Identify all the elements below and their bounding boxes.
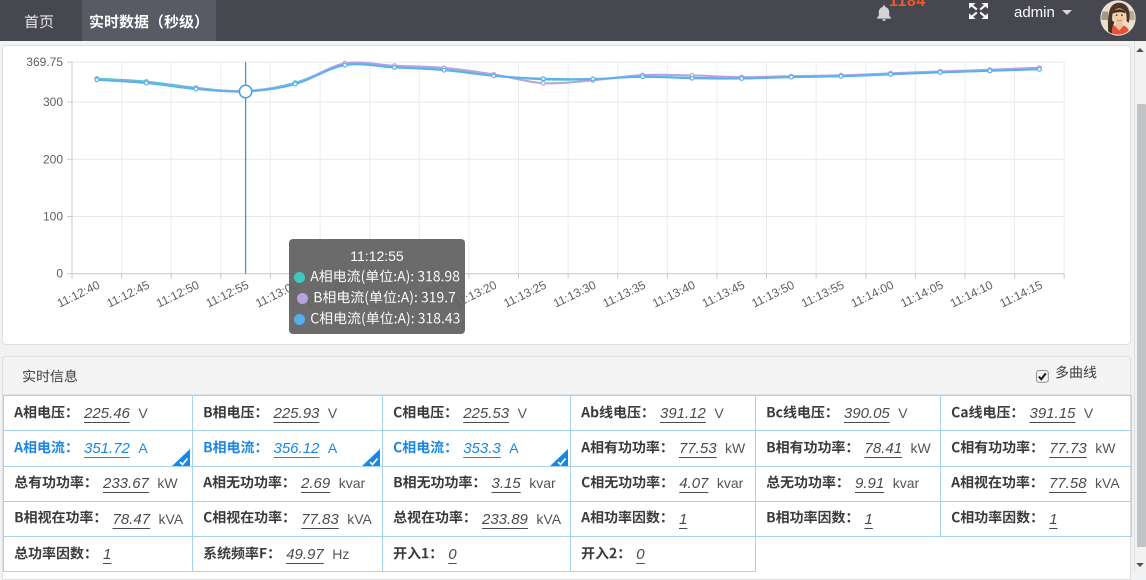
svg-text:11:14:15: 11:14:15	[997, 278, 1045, 311]
svg-text:11:12:50: 11:12:50	[154, 278, 202, 311]
svg-text:11:13:55: 11:13:55	[799, 278, 847, 311]
svg-text:300: 300	[43, 95, 63, 109]
svg-text:11:13:40: 11:13:40	[650, 278, 698, 311]
svg-text:200: 200	[43, 152, 63, 166]
svg-text:11:12:45: 11:12:45	[104, 278, 152, 311]
svg-text:11:13:30: 11:13:30	[551, 278, 599, 311]
svg-text:11:13:50: 11:13:50	[749, 278, 797, 311]
svg-text:0: 0	[56, 267, 63, 281]
svg-text:11:13:45: 11:13:45	[700, 278, 748, 311]
svg-text:11:13:25: 11:13:25	[501, 278, 549, 311]
svg-text:11:14:10: 11:14:10	[948, 278, 996, 311]
svg-text:11:13:35: 11:13:35	[600, 278, 648, 311]
svg-text:369.75: 369.75	[26, 55, 63, 69]
svg-text:11:12:40: 11:12:40	[55, 278, 103, 311]
svg-text:11:12:55: 11:12:55	[204, 278, 252, 311]
svg-text:11:14:05: 11:14:05	[898, 278, 946, 311]
svg-text:11:14:00: 11:14:00	[849, 278, 897, 311]
svg-text:100: 100	[43, 210, 63, 224]
